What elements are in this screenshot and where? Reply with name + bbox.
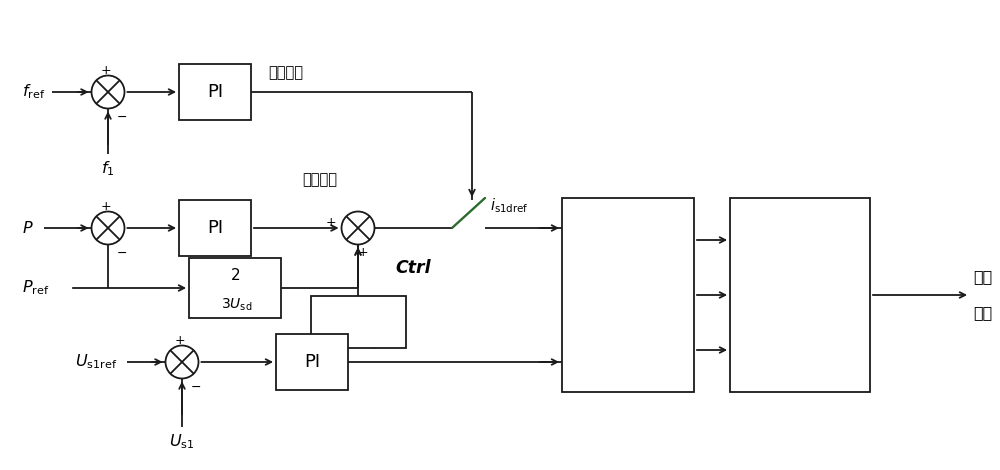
- Text: +: +: [101, 64, 111, 78]
- Text: $P_{\rm ref}$: $P_{\rm ref}$: [22, 279, 49, 298]
- Text: 生成: 生成: [790, 310, 810, 324]
- FancyBboxPatch shape: [310, 296, 406, 348]
- FancyBboxPatch shape: [179, 200, 251, 256]
- FancyBboxPatch shape: [179, 64, 251, 120]
- Text: $f_1$: $f_1$: [101, 160, 115, 178]
- Text: $f_{\rm ref}$: $f_{\rm ref}$: [22, 83, 45, 102]
- Text: +: +: [326, 216, 336, 228]
- Text: 控制器: 控制器: [614, 310, 642, 324]
- Text: $-$: $-$: [116, 245, 128, 258]
- Text: $U_{\rm s1}$: $U_{\rm s1}$: [169, 433, 195, 451]
- Text: 脉冲: 脉冲: [973, 306, 992, 321]
- FancyBboxPatch shape: [189, 258, 281, 318]
- Text: 孤岛检测: 孤岛检测: [340, 314, 376, 329]
- Text: $U_{\rm s1ref}$: $U_{\rm s1ref}$: [75, 352, 117, 371]
- Text: 孤岛控制: 孤岛控制: [268, 65, 304, 80]
- Text: $2$: $2$: [230, 267, 240, 283]
- FancyBboxPatch shape: [276, 334, 348, 390]
- Text: PI: PI: [304, 353, 320, 371]
- Text: $i_{\rm s1dref}$: $i_{\rm s1dref}$: [490, 196, 529, 215]
- Text: PI: PI: [207, 83, 223, 101]
- Text: $i_{\rm s1qref}$: $i_{\rm s1qref}$: [353, 332, 392, 352]
- FancyBboxPatch shape: [562, 198, 694, 392]
- Text: 并网控制: 并网控制: [302, 172, 338, 188]
- Text: PI: PI: [207, 219, 223, 237]
- Text: Ctrl: Ctrl: [395, 259, 431, 277]
- Text: $-$: $-$: [116, 110, 128, 123]
- Text: $-$: $-$: [190, 379, 202, 392]
- FancyBboxPatch shape: [730, 198, 870, 392]
- Text: +: +: [101, 201, 111, 213]
- Text: 触发脉冲: 触发脉冲: [781, 266, 819, 281]
- Text: 内环电流: 内环电流: [609, 266, 647, 281]
- Text: +: +: [175, 335, 185, 347]
- Text: $3U_{\rm sd}$: $3U_{\rm sd}$: [221, 297, 253, 313]
- Text: $P$: $P$: [22, 220, 34, 236]
- Text: +: +: [358, 245, 368, 258]
- Text: 触发: 触发: [973, 269, 992, 284]
